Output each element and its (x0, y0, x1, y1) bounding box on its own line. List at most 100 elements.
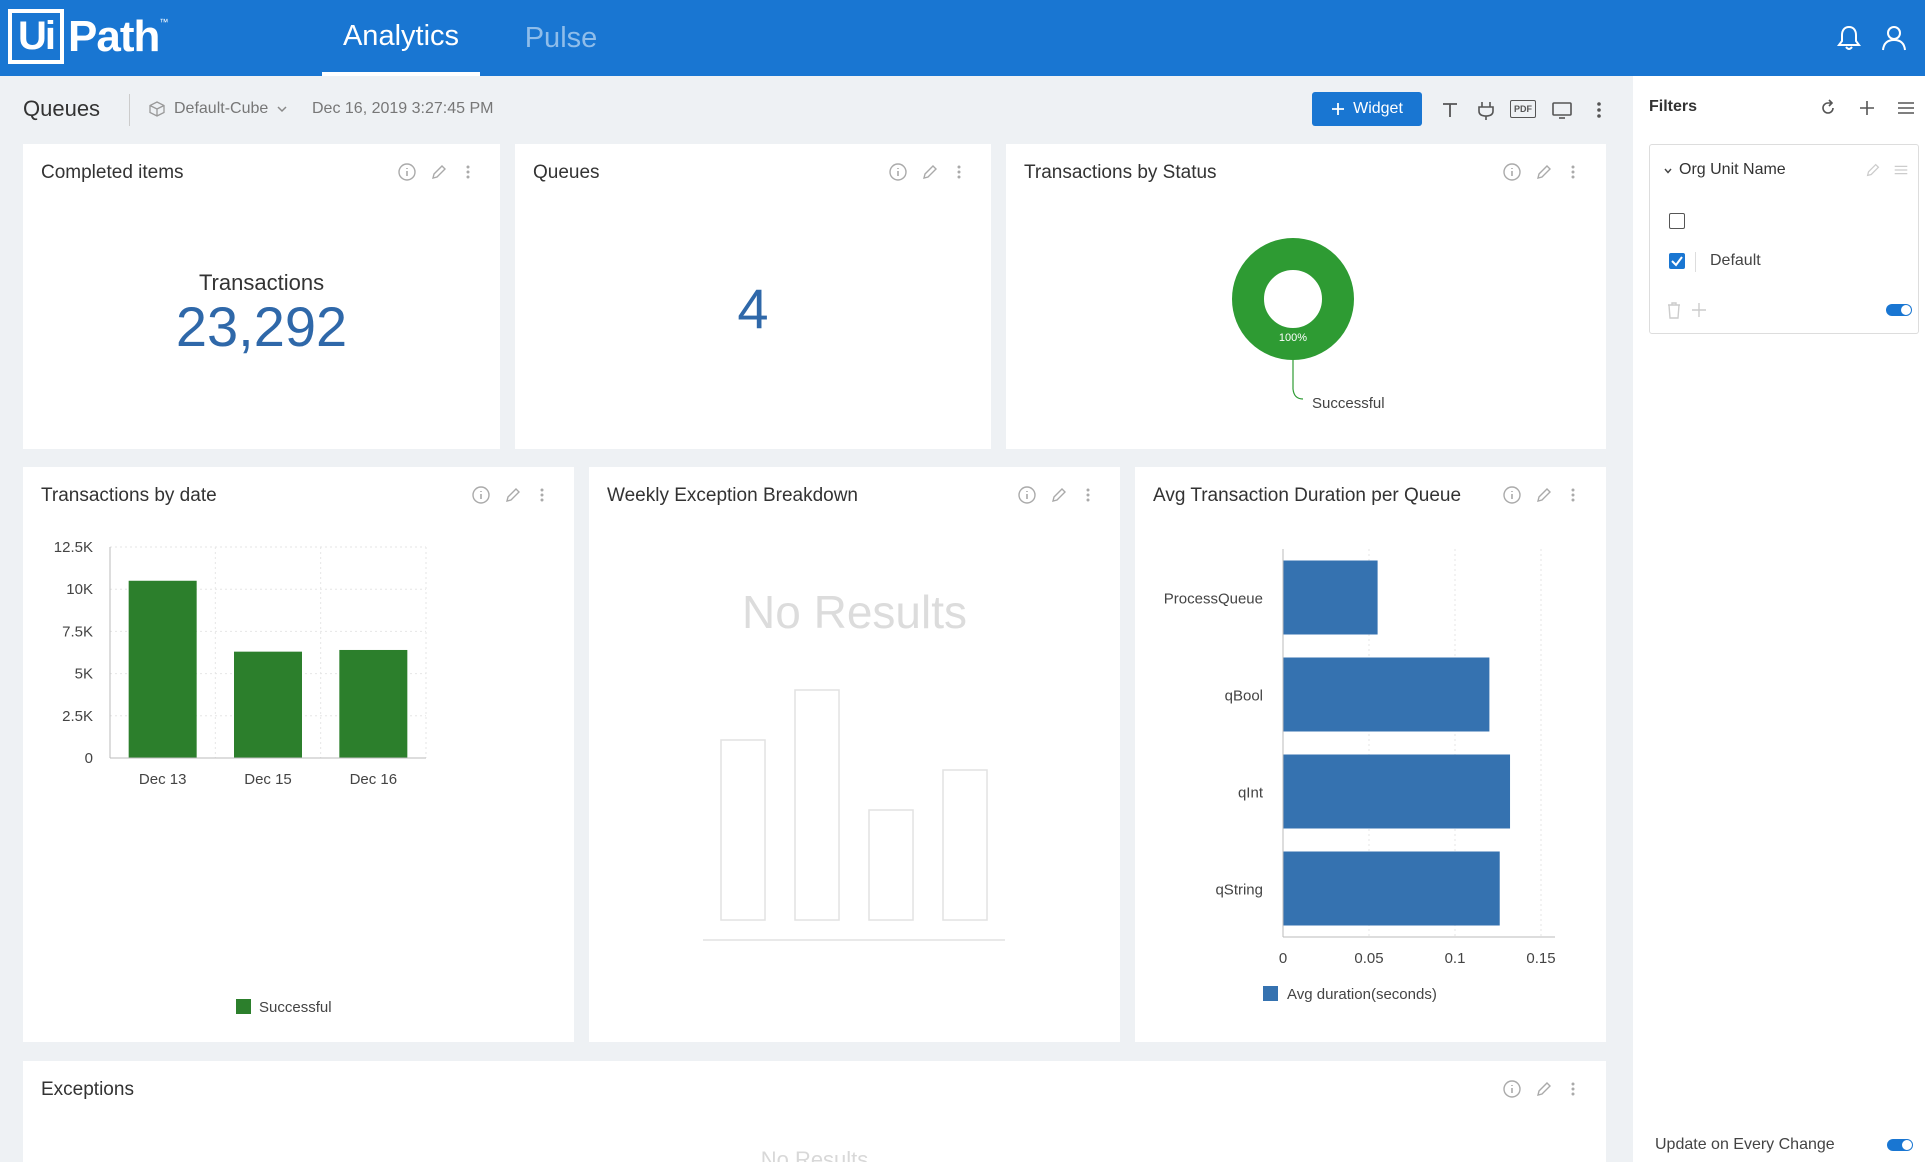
more-vertical-icon[interactable] (1566, 1079, 1580, 1099)
more-vertical-icon[interactable] (535, 485, 549, 505)
x-tick-label: 0.05 (1354, 950, 1383, 967)
bar-dec-13[interactable] (128, 580, 197, 758)
slice-legend-label: Successful (1312, 395, 1385, 412)
transactions-by-date-bar-chart: 0 2.5K 5K 7.5K 10K 12.5K Dec 13 Dec 15 Dec 16 Suc… (54, 539, 427, 1016)
card-title: Avg Transaction Duration per Queue (1153, 485, 1462, 506)
card-tools (471, 485, 549, 505)
card-tools (1017, 485, 1095, 505)
exceptions-card: Exceptions No Results (23, 1061, 1606, 1162)
trash-icon[interactable] (1665, 300, 1683, 320)
bell-icon[interactable] (1833, 22, 1865, 54)
edit-icon[interactable] (1534, 485, 1554, 505)
text-icon[interactable] (1437, 98, 1463, 122)
edit-icon[interactable] (503, 485, 523, 505)
legend-label: Successful (259, 999, 332, 1016)
kpi-value: 23,292 (175, 295, 348, 358)
edit-icon[interactable] (1864, 161, 1882, 179)
x-tick-label: 0.1 (1445, 950, 1466, 967)
tab-analytics[interactable]: Analytics (322, 0, 480, 76)
slice-percent-label: 100% (1279, 332, 1307, 344)
avg-transaction-duration-card: Avg Transaction Duration per Queue 0 0.05… (1135, 467, 1606, 1042)
x-tick-label: Dec 16 (350, 771, 398, 788)
tab-pulse[interactable]: Pulse (524, 21, 598, 54)
user-icon[interactable] (1878, 22, 1910, 54)
logo-box: Ui (8, 9, 64, 64)
add-widget-button[interactable]: Widget (1312, 92, 1422, 126)
divider (129, 94, 130, 126)
info-icon[interactable] (397, 162, 417, 182)
cube-name: Default-Cube (174, 100, 269, 117)
cube-selector[interactable]: Default-Cube (148, 100, 288, 118)
y-tick-label: qString (1215, 882, 1263, 899)
status-donut-chart: 100% Successful (1232, 238, 1385, 412)
info-icon[interactable] (471, 485, 491, 505)
logo-trademark: ™ (159, 17, 169, 27)
bar-qint[interactable] (1283, 754, 1511, 829)
pdf-icon[interactable]: PDF (1510, 100, 1536, 118)
page-title: Queues (23, 96, 101, 121)
more-vertical-icon[interactable] (952, 162, 966, 182)
info-icon[interactable] (1502, 485, 1522, 505)
card-title: Transactions by date (41, 485, 217, 506)
bar-qbool[interactable] (1283, 657, 1490, 732)
info-icon[interactable] (888, 162, 908, 182)
bar-qstring[interactable] (1283, 851, 1500, 926)
toggle-knob (1902, 1140, 1912, 1150)
refresh-icon[interactable] (1818, 98, 1838, 118)
filter-option-label: Default (1710, 252, 1761, 269)
more-vertical-icon[interactable] (1586, 98, 1612, 122)
more-vertical-icon[interactable] (1081, 485, 1095, 505)
donut-slice-successful[interactable] (1232, 238, 1354, 360)
x-tick-label: Dec 13 (139, 771, 187, 788)
uipath-logo[interactable]: Ui Path ™ (8, 9, 168, 64)
edit-icon[interactable] (1534, 162, 1554, 182)
edit-icon[interactable] (1049, 485, 1069, 505)
empty-chart-placeholder-icon (703, 689, 1005, 941)
card-title: Queues (533, 162, 600, 183)
bar-processqueue[interactable] (1283, 560, 1378, 635)
cube-icon (149, 101, 165, 117)
card-title: Completed items (41, 162, 184, 183)
chevron-down-icon[interactable] (1663, 166, 1673, 176)
filter-toggle[interactable] (1886, 304, 1912, 316)
bar-dec-16[interactable] (339, 649, 408, 758)
y-tick-label: 7.5K (62, 623, 93, 640)
transactions-by-status-card: Transactions by Status 100% Successful (1006, 144, 1606, 449)
more-vertical-icon[interactable] (1566, 162, 1580, 182)
edit-icon[interactable] (429, 162, 449, 182)
queues-card: Queues 4 (515, 144, 991, 449)
dashboard-toolbar: Queues Default-Cube Dec 16, 2019 3:27:45… (0, 76, 1633, 142)
card-tools (1502, 162, 1580, 182)
info-icon[interactable] (1502, 162, 1522, 182)
menu-icon[interactable] (1895, 98, 1917, 118)
card-title: Transactions by Status (1024, 162, 1217, 183)
org-unit-filter: Org Unit Name Default (1649, 144, 1919, 334)
edit-icon[interactable] (1534, 1079, 1554, 1099)
no-results-message: No Results (760, 1147, 869, 1162)
widget-button-label: Widget (1353, 100, 1403, 117)
logo-text: Path (68, 11, 160, 61)
filters-panel: Filters Org Unit Name Default Update (1633, 76, 1925, 1162)
filter-checkbox-empty[interactable] (1669, 213, 1685, 229)
menu-icon[interactable] (1892, 161, 1910, 179)
more-vertical-icon[interactable] (461, 162, 475, 182)
info-icon[interactable] (1017, 485, 1037, 505)
add-filter-icon[interactable] (1857, 98, 1877, 118)
update-on-change-toggle[interactable] (1887, 1139, 1913, 1151)
legend-swatch (236, 999, 251, 1014)
edit-icon[interactable] (920, 162, 940, 182)
filter-group-title: Org Unit Name (1679, 161, 1786, 178)
refresh-timestamp: Dec 16, 2019 3:27:45 PM (312, 100, 494, 117)
more-vertical-icon[interactable] (1566, 485, 1580, 505)
filter-checkbox-default[interactable] (1669, 253, 1685, 269)
plugin-icon[interactable] (1473, 98, 1499, 122)
x-tick-label: Dec 15 (244, 771, 292, 788)
y-tick-label: 12.5K (54, 539, 93, 556)
x-tick-label: 0 (1279, 950, 1287, 967)
info-icon[interactable] (1502, 1079, 1522, 1099)
bar-dec-15[interactable] (234, 651, 302, 758)
kpi-value: 4 (737, 277, 769, 340)
top-nav-bar: Ui Path ™ Analytics Pulse (0, 0, 1925, 76)
add-icon[interactable] (1690, 301, 1708, 319)
monitor-icon[interactable] (1549, 98, 1575, 122)
